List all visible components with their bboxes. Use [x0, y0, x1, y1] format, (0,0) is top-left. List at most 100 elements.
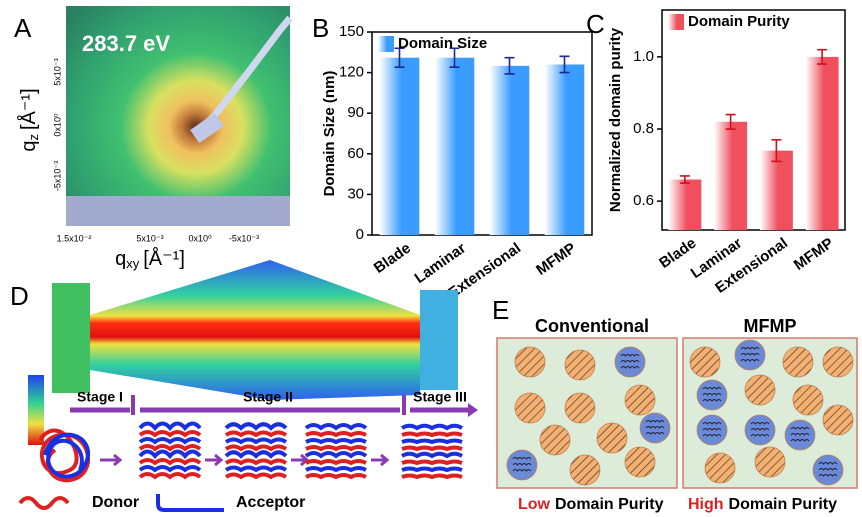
legend-label: Donor: [92, 494, 139, 511]
label-base: q: [115, 248, 126, 270]
figure: A 283.7 eV 1.5x10⁻² 5x10⁻³ 0x10⁰ -5x10⁻³…: [0, 0, 862, 517]
detector-noise: [66, 196, 290, 226]
stage-divider: [131, 395, 135, 415]
box-title: Conventional: [535, 316, 649, 336]
donor-icon: [20, 498, 68, 508]
x-tick-label: 1.5x10⁻²: [57, 233, 92, 243]
y-tick-label: 30: [347, 185, 364, 202]
panel-label: E: [492, 295, 509, 325]
donor-chain: [402, 434, 462, 436]
label-sub: xy: [126, 256, 140, 271]
x-tick-label: Blade: [371, 240, 414, 277]
donor-chain: [226, 433, 286, 436]
y-tick-label: 60: [347, 145, 364, 162]
acceptor-chain: [140, 467, 200, 470]
panel-label: A: [14, 13, 32, 43]
label-unit: [Å⁻¹]: [143, 247, 185, 270]
color-bar: [28, 375, 44, 445]
donor-chain: [140, 432, 200, 435]
donor-domain: [823, 405, 853, 435]
bar: [714, 122, 747, 230]
y-tick-label: 0.6: [633, 192, 654, 209]
y-axis-label: Domain Size (nm): [321, 71, 338, 197]
donor-domain: [690, 347, 720, 377]
donor-domain: [515, 393, 545, 423]
inlet-block: [52, 283, 90, 393]
acceptor-chain: [402, 454, 462, 456]
caption: LowDomain Purity: [518, 496, 664, 513]
donor-domain: [540, 425, 570, 455]
bar: [435, 58, 475, 235]
step-arrow: [100, 455, 120, 465]
acceptor-chain: [140, 452, 200, 457]
panel-label: C: [586, 9, 605, 39]
donor-chain: [402, 462, 462, 464]
bar: [806, 57, 839, 230]
donor-domain: [597, 423, 627, 453]
donor-domain: [783, 347, 813, 377]
panel-label: B: [312, 13, 329, 43]
flow-channel: [90, 260, 420, 400]
acceptor-chain: [140, 439, 200, 442]
x-axis-label: qxy[Å⁻¹]: [115, 247, 185, 271]
box-title: MFMP: [744, 316, 797, 336]
y-tick-label: 0.8: [633, 120, 654, 137]
caption-rest: Domain Purity: [555, 496, 664, 513]
caption-emph: High: [688, 496, 724, 513]
caption-emph: Low: [518, 496, 551, 513]
stage-divider: [402, 395, 406, 415]
donor-chain: [306, 433, 366, 435]
donor-chain: [140, 474, 200, 477]
y-tick-label: 150: [339, 23, 364, 40]
acceptor-chain: [226, 452, 286, 456]
x-tick-label: -5x10⁻³: [229, 233, 259, 243]
legend-label: Domain Size: [398, 35, 487, 52]
bar: [490, 66, 530, 235]
panel-a: A 283.7 eV 1.5x10⁻² 5x10⁻³ 0x10⁰ -5x10⁻³…: [14, 6, 290, 271]
acceptor-chain: [402, 469, 462, 471]
y-axis-label: Normalized domain purity: [607, 27, 624, 212]
donor-domain: [625, 447, 655, 477]
acceptor-chain: [140, 424, 200, 429]
donor-chain: [402, 448, 462, 450]
donor-domain: [625, 385, 655, 415]
x-tick-label: MFMP: [533, 240, 579, 279]
y-tick-label: -5x10⁻³: [52, 161, 62, 191]
legend-swatch: [378, 36, 394, 52]
donor-domain: [565, 393, 595, 423]
stage-label: Stage I: [77, 389, 123, 405]
x-tick-label: 5x10⁻³: [136, 233, 163, 243]
donor-domain: [755, 447, 785, 477]
y-axis-label: qz[Å⁻¹]: [17, 88, 41, 151]
y-tick-label: 1.0: [633, 48, 654, 65]
donor-chain: [306, 475, 366, 477]
y-tick-label: 90: [347, 104, 364, 121]
donor-domain: [515, 347, 545, 377]
donor-chain: [140, 460, 200, 463]
outlet-block: [420, 290, 458, 390]
donor-domain: [793, 385, 823, 415]
step-arrow: [371, 455, 387, 465]
legend-label: Domain Purity: [688, 13, 790, 30]
acceptor-chain: [226, 468, 286, 471]
acceptor-chain: [306, 425, 366, 428]
donor-chain: [306, 461, 366, 463]
legend-swatch: [668, 14, 684, 30]
donor-chain: [226, 475, 286, 478]
y-tick-label: 120: [339, 64, 364, 81]
y-tick-label: 0x10⁰: [52, 113, 62, 137]
bar: [380, 58, 420, 235]
donor-chain: [140, 446, 200, 449]
bar: [760, 151, 793, 230]
panel-d: D Stage I Stage II Stage III Donor Accep…: [10, 260, 478, 511]
caption: HighDomain Purity: [688, 496, 837, 513]
bar: [545, 64, 585, 235]
acceptor-chain: [226, 424, 286, 428]
label-base: q: [18, 141, 40, 152]
legend-label: Acceptor: [236, 494, 305, 511]
acceptor-chain: [306, 453, 366, 456]
bar: [668, 180, 701, 230]
acceptor-chain: [226, 440, 286, 443]
label-unit: [Å⁻¹]: [17, 88, 40, 130]
